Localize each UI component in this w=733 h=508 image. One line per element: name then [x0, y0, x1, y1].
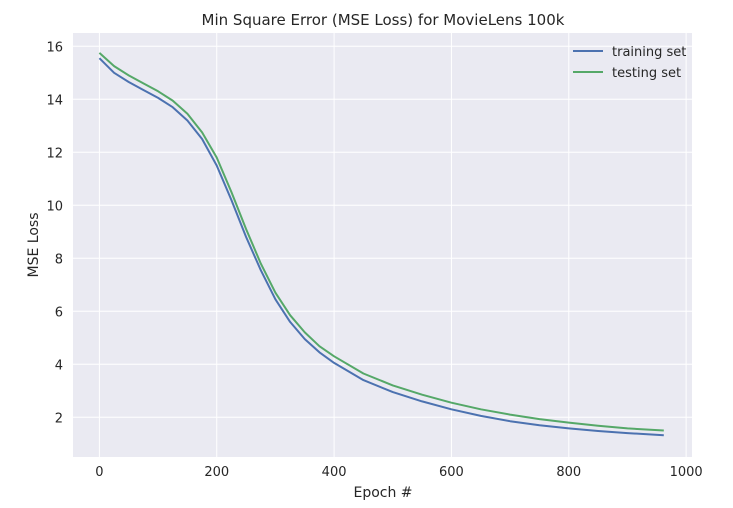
y-tick-label: 14 — [46, 93, 63, 108]
y-tick-label: 12 — [46, 146, 63, 161]
y-tick-label: 8 — [55, 252, 63, 267]
legend-label-testing: testing set — [612, 66, 681, 81]
y-axis-label: MSE Loss — [26, 213, 42, 278]
y-tick-label: 10 — [46, 199, 63, 214]
grid — [73, 33, 692, 457]
y-tick-label: 4 — [55, 358, 63, 373]
testing-set-line — [98, 52, 664, 432]
y-tick-label: 2 — [55, 411, 63, 426]
chart-title: Min Square Error (MSE Loss) for MovieLen… — [202, 11, 565, 29]
training-set-line — [98, 57, 664, 437]
tick-labels: 0 200 400 600 800 1000 2 4 6 8 10 12 14 16 — [46, 40, 702, 480]
y-tick-label: 16 — [46, 40, 63, 55]
y-tick-label: 6 — [55, 305, 63, 320]
x-tick-label: 0 — [95, 465, 103, 480]
x-tick-label: 800 — [556, 465, 581, 480]
x-axis-label: Epoch # — [353, 485, 412, 501]
x-tick-label: 200 — [204, 465, 229, 480]
x-tick-label: 1000 — [670, 465, 703, 480]
legend-label-training: training set — [612, 45, 686, 60]
series-lines — [98, 52, 664, 437]
x-tick-label: 600 — [439, 465, 464, 480]
legend: training set testing set — [573, 45, 686, 81]
x-tick-label: 400 — [322, 465, 347, 480]
